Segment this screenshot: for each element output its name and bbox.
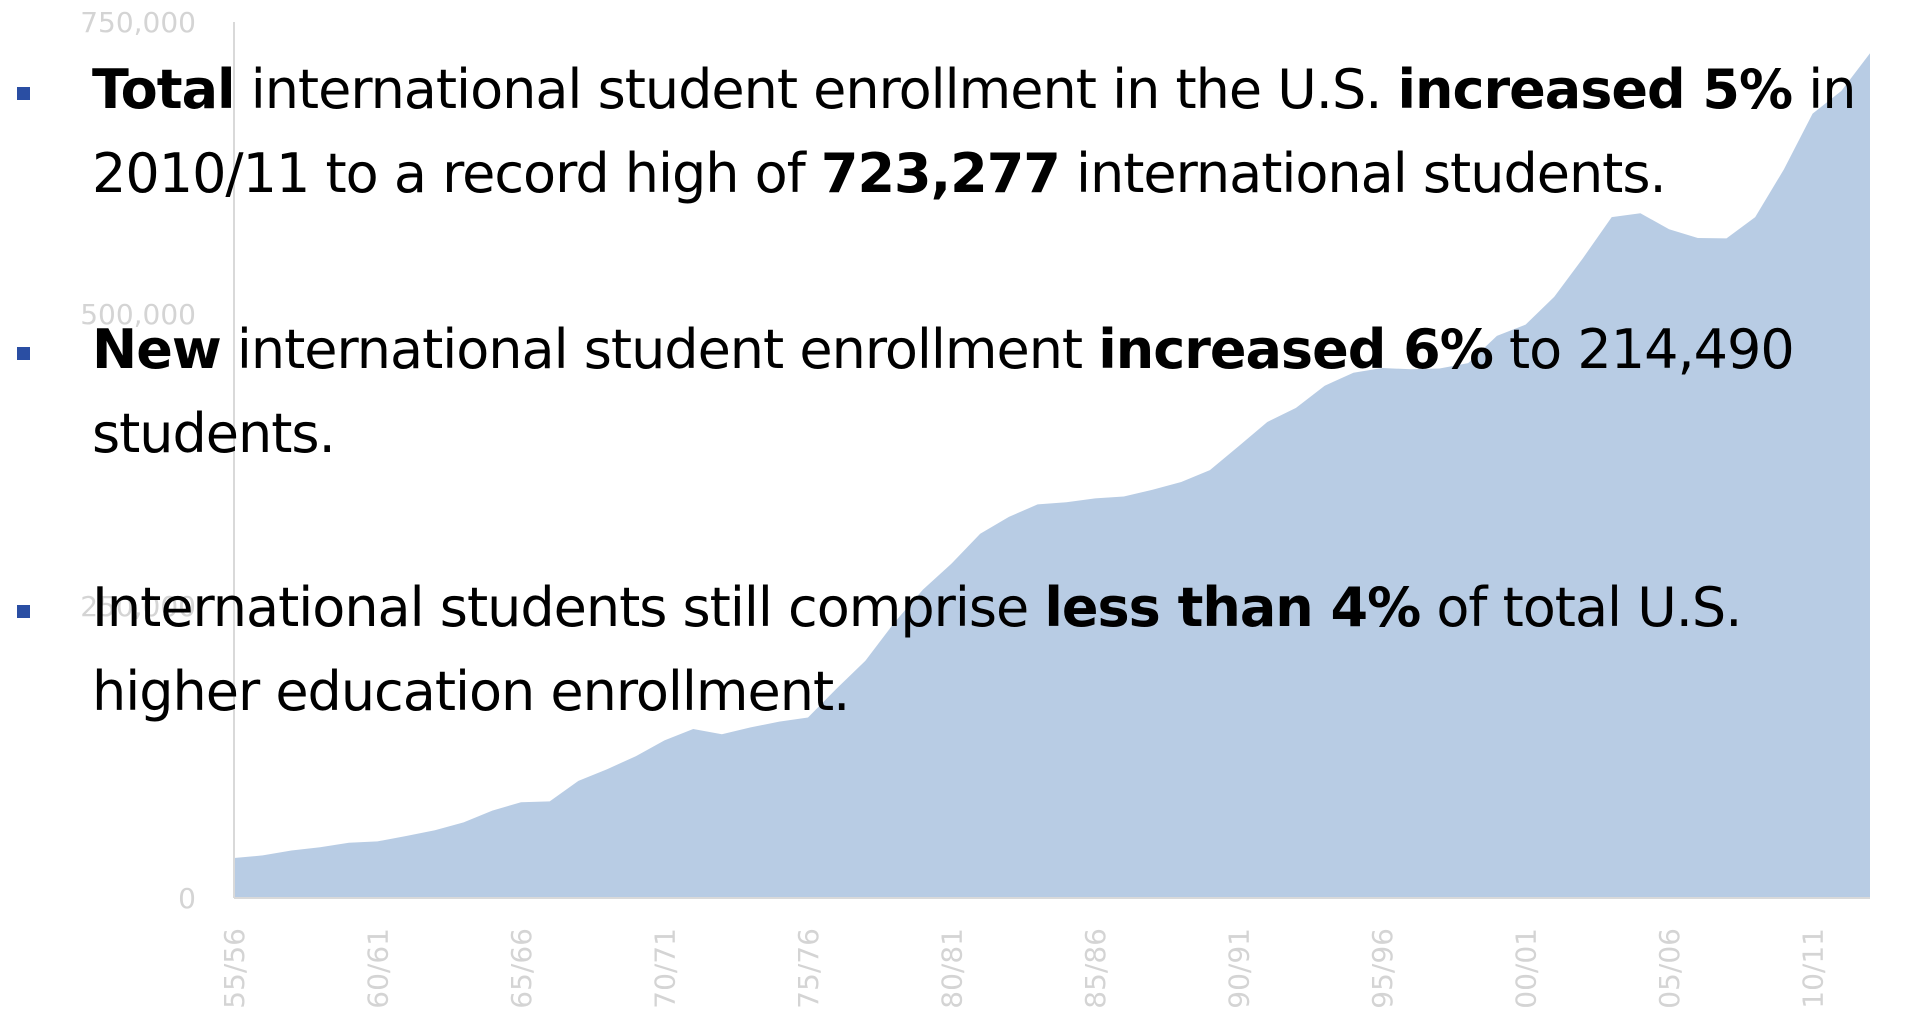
x-tick-label: 70/71: [649, 928, 682, 1009]
enrollment-area: [234, 53, 1870, 898]
x-tick-labels: 55/56 60/61 65/66 70/71 75/76 80/81 85/86 90/91…: [218, 928, 1830, 1009]
y-tick-label: 0: [178, 882, 196, 915]
x-tick-label: 95/96: [1366, 928, 1399, 1009]
x-tick-label: 75/76: [792, 928, 825, 1009]
area-layer: [234, 53, 1870, 898]
y-tick-label: 500,000: [80, 298, 196, 331]
x-tick-label: 00/01: [1510, 928, 1543, 1009]
x-tick-label: 10/11: [1797, 928, 1830, 1009]
y-tick-label: 750,000: [80, 6, 196, 39]
x-tick-label: 90/91: [1223, 928, 1256, 1009]
x-tick-label: 05/06: [1653, 928, 1686, 1009]
x-tick-label: 65/66: [505, 928, 538, 1009]
x-tick-label: 80/81: [936, 928, 969, 1009]
x-tick-label: 85/86: [1079, 928, 1112, 1009]
y-tick-labels: 750,000 500,000 250,000 0: [80, 6, 196, 915]
x-tick-label: 60/61: [362, 928, 395, 1009]
y-tick-label: 250,000: [80, 590, 196, 623]
x-tick-label: 55/56: [218, 928, 251, 1009]
